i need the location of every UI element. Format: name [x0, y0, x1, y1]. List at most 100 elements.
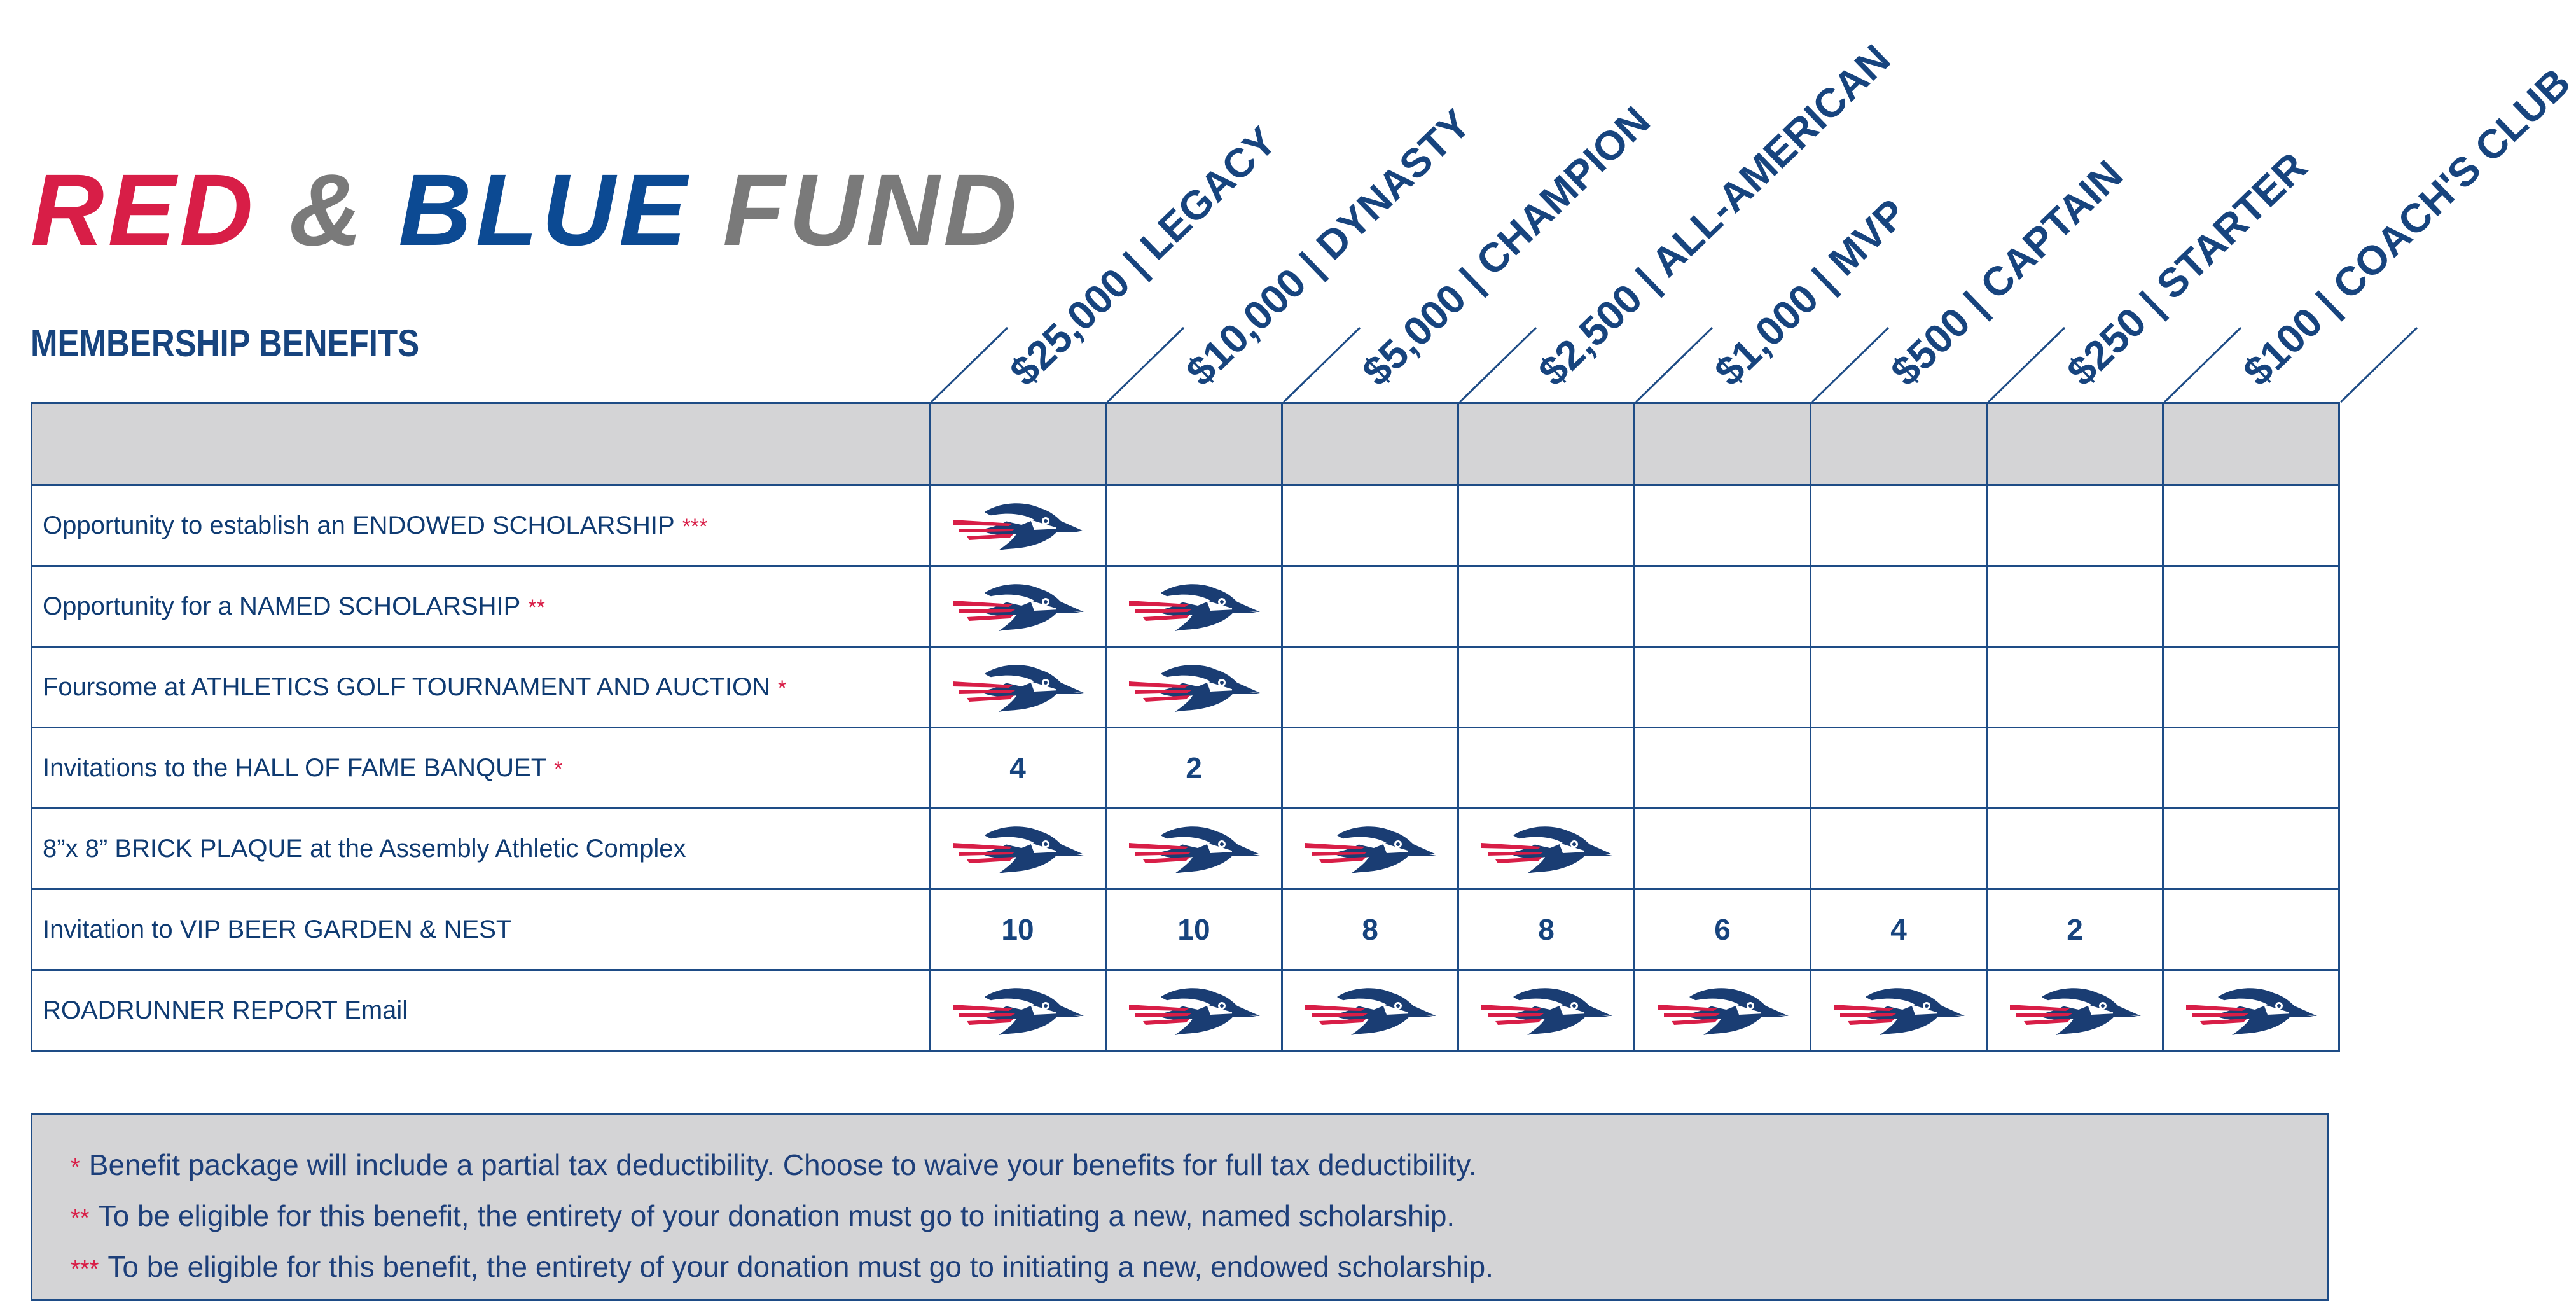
benefit-label: Invitation to VIP BEER GARDEN & NEST — [43, 915, 512, 943]
roadrunner-icon — [1481, 988, 1612, 1035]
header-cell — [2162, 402, 2340, 486]
level-divider-line — [1282, 326, 1361, 403]
benefit-cell — [2162, 565, 2340, 648]
benefit-cell — [1633, 727, 1811, 809]
benefit-cell — [1281, 807, 1459, 890]
level-name: CHAMPION — [1467, 97, 1659, 284]
roadrunner-icon — [2186, 988, 2317, 1035]
level-name: COACH'S CLUB — [2324, 59, 2576, 308]
membership-benefits-heading: MEMBERSHIP BENEFITS — [31, 322, 420, 365]
level-header-8: $100 | COACH'S CLUB — [2234, 59, 2576, 395]
level-header-2: $10,000 | DYNASTY — [1177, 101, 1480, 395]
benefit-count: 4 — [1009, 751, 1026, 784]
title-red: RED — [31, 153, 257, 267]
level-name: DYNASTY — [1308, 101, 1479, 268]
benefit-cell — [1810, 646, 1988, 728]
benefit-count: 6 — [1714, 913, 1731, 946]
benefit-cell — [2162, 969, 2340, 1052]
benefit-cell — [1457, 565, 1635, 648]
benefit-cell — [1105, 807, 1283, 890]
benefit-cell — [1633, 807, 1811, 890]
header-cell — [929, 402, 1107, 486]
benefit-cell — [1986, 646, 2164, 728]
benefit-label-cell: Opportunity to establish an ENDOWED SCHO… — [31, 484, 931, 567]
benefit-cell — [2162, 888, 2340, 971]
footnote-line: ** To be eligible for this benefit, the e… — [71, 1192, 2327, 1242]
benefit-cell — [1105, 565, 1283, 648]
benefit-cell — [1457, 727, 1635, 809]
footnote-marker: * — [777, 676, 787, 700]
level-header-4: $2,500 | ALL-AMERICAN — [1530, 36, 1899, 395]
benefit-cell — [1986, 484, 2164, 567]
benefit-cell — [1986, 565, 2164, 648]
benefit-cell — [1986, 727, 2164, 809]
benefit-cell — [1986, 969, 2164, 1052]
level-divider-line — [1987, 326, 2066, 403]
roadrunner-icon — [1834, 988, 1965, 1035]
benefit-label: ROADRUNNER REPORT Email — [43, 996, 408, 1024]
benefit-label-cell: Invitations to the HALL OF FAME BANQUET * — [31, 727, 931, 809]
benefit-cell: 10 — [929, 888, 1107, 971]
benefit-cell — [1105, 484, 1283, 567]
title-blue: BLUE — [398, 153, 691, 267]
benefit-cell — [1810, 565, 1988, 648]
header-cell — [1105, 402, 1283, 486]
benefit-label: 8”x 8” BRICK PLAQUE at the Assembly Athl… — [43, 834, 686, 863]
header-cell — [1633, 402, 1811, 486]
roadrunner-icon — [1481, 826, 1612, 873]
header-cell — [1810, 402, 1988, 486]
footnote-marker: *** — [71, 1256, 99, 1283]
benefit-label: Opportunity to establish an ENDOWED SCHO… — [43, 511, 675, 539]
footnote-line: *** To be eligible for this benefit, the … — [71, 1242, 2327, 1293]
benefit-cell — [1281, 565, 1459, 648]
benefit-cell: 4 — [1810, 888, 1988, 971]
benefit-cell — [929, 565, 1107, 648]
benefit-label: Invitations to the HALL OF FAME BANQUET — [43, 753, 547, 782]
level-divider-line — [1106, 326, 1185, 403]
level-name: CAPTAIN — [1972, 151, 2131, 308]
benefit-count: 10 — [1177, 913, 1210, 946]
benefit-cell — [1633, 484, 1811, 567]
benefit-label-cell: Foursome at ATHLETICS GOLF TOURNAMENT AN… — [31, 646, 931, 728]
benefit-cell: 6 — [1633, 888, 1811, 971]
benefit-cell — [1810, 807, 1988, 890]
benefit-count: 10 — [1001, 913, 1034, 946]
benefit-cell — [1281, 484, 1459, 567]
roadrunner-icon — [953, 988, 1084, 1035]
benefit-cell — [1281, 646, 1459, 728]
table-header-row — [31, 402, 2340, 486]
benefit-cell — [1105, 646, 1283, 728]
benefit-cell: 2 — [1105, 727, 1283, 809]
level-divider-line — [1811, 326, 1890, 403]
level-name: STARTER — [2148, 144, 2316, 308]
benefit-count: 4 — [1890, 913, 1907, 946]
roadrunner-icon — [953, 503, 1084, 550]
roadrunner-icon — [1129, 988, 1260, 1035]
benefits-table: Opportunity to establish an ENDOWED SCHO… — [31, 402, 2340, 1052]
header-cell — [1986, 402, 2164, 486]
footnote-text: To be eligible for this benefit, the ent… — [107, 1250, 1494, 1283]
roadrunner-icon — [1129, 584, 1260, 631]
level-divider-line — [2163, 326, 2242, 403]
footnote-line: * Benefit package will include a partial … — [71, 1141, 2327, 1192]
footnote-marker: *** — [682, 514, 708, 539]
roadrunner-icon — [953, 826, 1084, 873]
benefit-label-cell: ROADRUNNER REPORT Email — [31, 969, 931, 1052]
benefit-cell: 8 — [1457, 888, 1635, 971]
footnotes-panel: * Benefit package will include a partial … — [31, 1113, 2329, 1301]
footnote-text: To be eligible for this benefit, the ent… — [98, 1199, 1455, 1232]
benefit-row: Foursome at ATHLETICS GOLF TOURNAMENT AN… — [31, 646, 2340, 728]
benefit-cell — [2162, 484, 2340, 567]
footnote-marker: * — [554, 756, 563, 781]
level-divider-line — [1635, 326, 1714, 403]
level-amount: $25,000 — [1001, 260, 1139, 394]
benefit-count: 8 — [1538, 913, 1555, 946]
level-amount: $5,000 — [1354, 275, 1475, 394]
benefit-row: Opportunity to establish an ENDOWED SCHO… — [31, 484, 2340, 567]
roadrunner-icon — [1658, 988, 1789, 1035]
benefit-cell — [1810, 484, 1988, 567]
benefit-cell: 4 — [929, 727, 1107, 809]
benefit-row: Invitations to the HALL OF FAME BANQUET *… — [31, 727, 2340, 809]
benefit-cell — [1281, 727, 1459, 809]
benefit-label-cell: Invitation to VIP BEER GARDEN & NEST — [31, 888, 931, 971]
